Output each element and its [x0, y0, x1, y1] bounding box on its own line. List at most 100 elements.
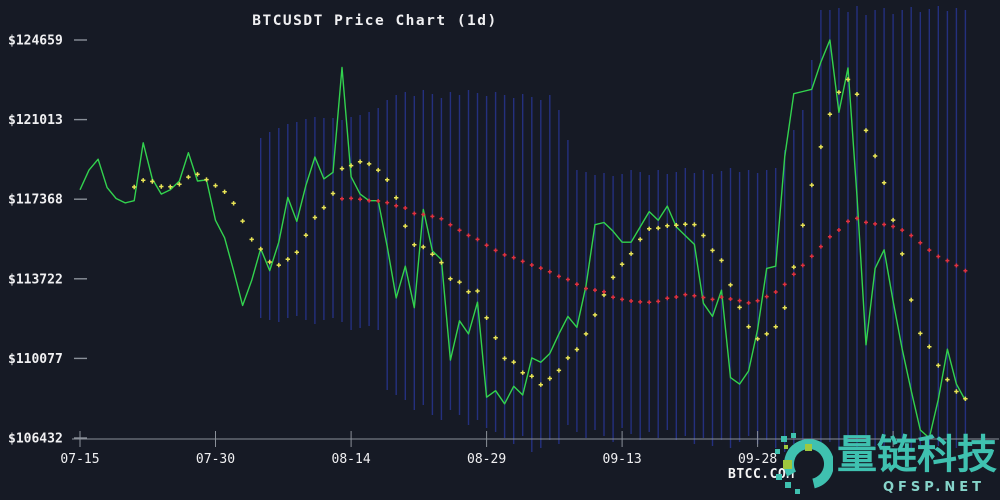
watermark-logo-square	[776, 474, 782, 480]
ma30-dot	[547, 269, 552, 274]
ma7-dot	[448, 276, 453, 281]
ma7-dot	[321, 205, 327, 210]
ma7-dot	[376, 167, 381, 173]
ma7-dot	[285, 257, 290, 262]
ma30-dot	[367, 198, 372, 203]
ma7-dot	[439, 260, 444, 265]
ma7-dot	[854, 92, 860, 97]
ma30-dot	[529, 263, 534, 267]
ma30-dot	[502, 252, 507, 257]
ma7-dot	[204, 177, 209, 182]
ma30-dot	[656, 299, 661, 304]
ma7-dot	[610, 275, 616, 280]
ma7-dot	[556, 368, 562, 373]
ma30-dot	[927, 248, 932, 253]
ma7-dot	[475, 288, 480, 294]
ma7-dot	[258, 246, 263, 252]
ma7-dot	[150, 179, 155, 184]
ma30-dot	[340, 196, 344, 201]
watermark-brand: 量链科技	[837, 432, 997, 478]
ma7-dot	[764, 331, 769, 337]
ma30-dot	[800, 263, 805, 268]
ma7-dot	[267, 259, 272, 265]
ma7-dot	[619, 262, 625, 267]
ma7-dot	[457, 279, 462, 285]
ma7-dot	[168, 184, 173, 189]
y-axis-label: $113722	[8, 272, 63, 287]
ma30-dot	[349, 196, 354, 201]
x-axis-label: 07-15	[60, 452, 99, 467]
ma7-dot	[294, 250, 299, 255]
ma30-dot	[710, 297, 715, 302]
ma30-dot	[647, 300, 652, 305]
ma30-dot	[602, 289, 606, 294]
ma7-dot	[863, 128, 869, 133]
ma30-dot	[538, 266, 543, 271]
watermark-logo-square	[795, 489, 800, 494]
ma7-dot	[141, 178, 146, 183]
ma7-dot	[963, 396, 968, 401]
ma7-dot	[954, 389, 959, 394]
ma30-dot	[864, 220, 868, 225]
ma7-dot	[890, 217, 896, 223]
price-line	[79, 39, 967, 439]
ma30-dot	[466, 233, 471, 238]
watermark-logo-square	[805, 444, 812, 451]
ma30-dot	[448, 222, 453, 227]
ma30-dot	[394, 203, 399, 208]
ma7-dot	[683, 222, 688, 227]
ma30-dot	[457, 228, 462, 233]
ma7-dot	[394, 195, 399, 200]
ma7-dot	[592, 312, 598, 318]
watermark-logo-square	[785, 482, 791, 488]
ma30-dot	[412, 211, 417, 216]
ma30-dot	[376, 199, 381, 203]
ma30-dot	[873, 221, 878, 226]
ma30-dot	[755, 298, 760, 303]
ma30-dot	[385, 200, 390, 205]
watermark-domain: QFSP.NET	[883, 480, 986, 495]
ma7-dot	[656, 225, 661, 231]
watermark-logo-square	[781, 436, 787, 442]
ma7-dot	[240, 218, 245, 224]
x-axis-label: 07-30	[196, 452, 235, 467]
ma7-dot	[773, 324, 778, 329]
ma30-dot	[574, 282, 579, 287]
ma7-dot	[502, 356, 507, 361]
ma7-dot	[538, 382, 543, 387]
watermark-logo-square	[784, 445, 788, 449]
ma30-dot	[936, 254, 941, 259]
ma30-dot	[882, 222, 887, 227]
ma30-dot	[484, 243, 489, 248]
ma7-dot	[638, 237, 643, 242]
ma7-dot	[836, 90, 842, 95]
ma30-dot	[584, 286, 588, 291]
ma30-dot	[891, 224, 896, 229]
ma30-dot	[593, 288, 597, 293]
ma30-dot	[900, 228, 905, 233]
ma7-dot	[249, 237, 254, 242]
ma30-dot	[818, 244, 823, 249]
ma7-dot	[132, 184, 137, 190]
ma7-dot	[339, 166, 345, 171]
y-axis-label: $124659	[8, 34, 63, 49]
ma30-dot	[963, 268, 968, 273]
ma7-dot	[565, 355, 571, 361]
ma30-dot	[846, 219, 850, 224]
ma7-dot	[195, 172, 200, 177]
ma30-dot	[475, 237, 480, 242]
ma7-dot	[719, 258, 724, 263]
ma30-dot	[611, 295, 616, 300]
ma30-dot	[945, 258, 950, 263]
ma30-dot	[918, 240, 923, 245]
ma30-dot	[683, 292, 688, 297]
ma7-dot	[818, 144, 824, 150]
ma30-dot	[692, 293, 697, 298]
ma7-dot	[276, 262, 281, 268]
ma30-dot	[403, 206, 408, 210]
ma7-dot	[927, 344, 932, 349]
ma7-dot	[900, 251, 905, 257]
watermark-logo-square	[783, 460, 792, 469]
ma7-dot	[421, 244, 426, 250]
